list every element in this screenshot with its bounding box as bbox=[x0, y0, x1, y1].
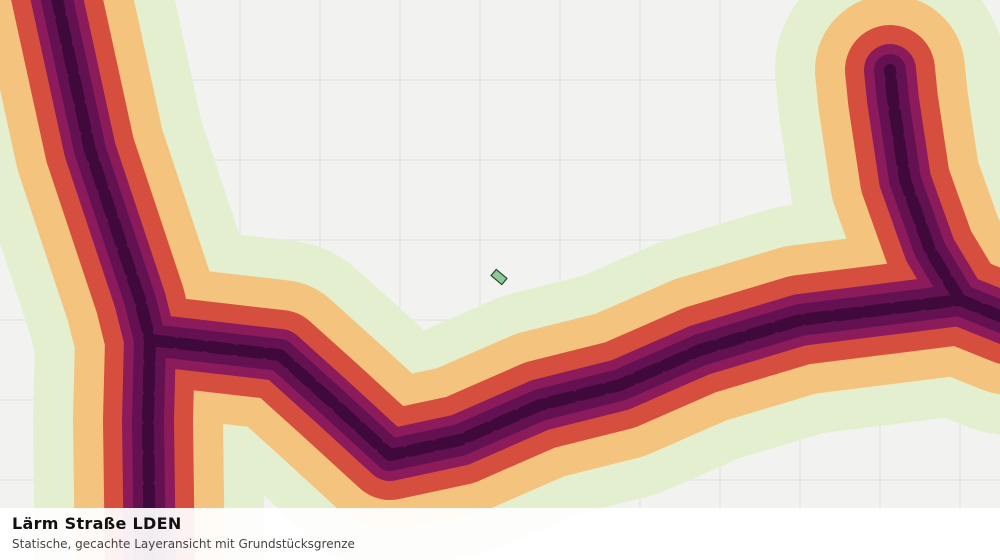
map-subtitle: Statische, gecachte Layeransicht mit Gru… bbox=[12, 537, 355, 551]
map-title: Lärm Straße LDEN bbox=[12, 514, 182, 533]
caption-panel: Lärm Straße LDEN Statische, gecachte Lay… bbox=[0, 508, 1000, 560]
parcel[interactable] bbox=[490, 268, 508, 286]
